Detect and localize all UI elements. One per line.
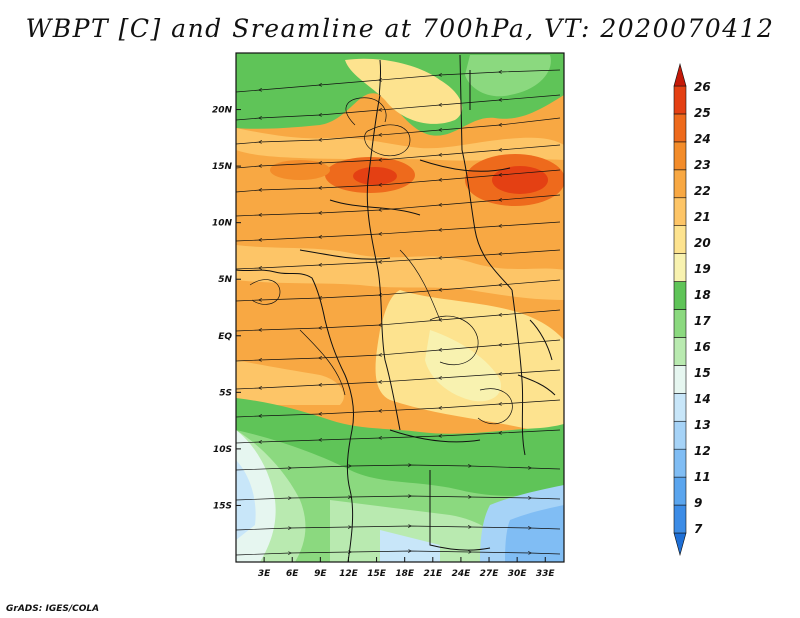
colorbar-label: 24 <box>694 132 711 146</box>
streamline <box>236 369 561 389</box>
streamline <box>236 465 561 471</box>
colorbar-swatch <box>673 532 687 557</box>
colorbar-swatch <box>673 476 687 506</box>
colorbar-label: 22 <box>694 184 711 198</box>
streamline <box>236 194 561 216</box>
streamline-vortex <box>477 388 513 425</box>
lon-tick-label: 6E <box>286 569 299 579</box>
colorbar-label: 14 <box>694 392 711 406</box>
streamline-vortex <box>429 315 479 366</box>
colorbar-swatch <box>673 393 687 422</box>
border-east-africa <box>511 289 526 456</box>
colorbar-swatch <box>673 281 687 310</box>
lon-tick-label: 21E <box>423 569 443 579</box>
streamline <box>236 429 561 443</box>
colorbar-label: 20 <box>694 236 711 250</box>
plot-frame <box>235 52 565 563</box>
lat-tick-label: 5S <box>219 388 232 398</box>
streamline-vortex <box>345 97 387 126</box>
streamline-vortex <box>364 124 411 157</box>
lat-tick-label: 15N <box>212 162 233 172</box>
lat-tick-label: 20N <box>212 106 233 116</box>
lat-axis: 20N 15N 10N 5N EQ 5S 10S 15S <box>212 106 241 511</box>
colorbar-swatch <box>673 62 687 87</box>
colorbar-label: 25 <box>694 106 711 120</box>
streamline-vortex <box>249 279 281 305</box>
colorbar-label: 7 <box>694 522 703 536</box>
lat-tick-label: 10S <box>213 445 232 455</box>
colorbar-swatch <box>673 337 687 366</box>
colorbar-swatch <box>673 504 687 534</box>
colorbar-label: 19 <box>694 262 711 276</box>
streamline <box>236 551 561 556</box>
lon-tick-label: 33E <box>536 569 556 579</box>
colorbar-label: 12 <box>694 444 711 458</box>
lon-tick-label: 30E <box>508 569 528 579</box>
colorbar-label: 23 <box>694 158 711 172</box>
lon-axis: 3E 6E 9E 12E 15E 18E 21E 24E 27E 30E 33E <box>258 557 556 579</box>
lon-tick-label: 3E <box>258 569 271 579</box>
colorbar-label: 15 <box>694 366 711 380</box>
colorbar-label: 21 <box>694 210 711 224</box>
streamline <box>236 496 561 501</box>
streamline <box>236 69 561 93</box>
colorbar: 7 9 11 12 13 14 15 16 17 18 19 20 21 22 23 24 25 26 <box>673 62 711 557</box>
credit-text: GrADS: IGES/COLA <box>6 604 100 614</box>
colorbar-label: 11 <box>694 470 711 484</box>
lon-tick-label: 18E <box>395 569 415 579</box>
colorbar-label: 16 <box>694 340 711 354</box>
streamline <box>236 526 561 531</box>
colorbar-label: 9 <box>694 496 702 510</box>
chart-title: WBPT [C] and Sreamline at 700hPa, VT: 20… <box>25 14 775 43</box>
lat-tick-label: EQ <box>218 332 232 342</box>
colorbar-label: 26 <box>694 80 711 94</box>
lat-tick-label: 15S <box>213 501 232 511</box>
streamline <box>236 279 561 301</box>
streamline <box>236 117 561 145</box>
colorbar-swatch <box>673 141 687 171</box>
colorbar-swatch <box>673 169 687 199</box>
colorbar-swatch <box>673 309 687 338</box>
colorbar-swatch <box>673 420 687 450</box>
lon-tick-label: 15E <box>367 569 387 579</box>
wbpt-field <box>236 53 564 562</box>
colorbar-swatch <box>673 85 687 115</box>
streamline <box>236 249 561 269</box>
colorbar-swatch <box>673 253 687 282</box>
colorbar-swatch <box>673 365 687 394</box>
streamline <box>236 169 561 193</box>
lon-tick-label: 27E <box>480 569 500 579</box>
streamline <box>236 399 561 417</box>
lat-tick-label: 10N <box>212 219 233 229</box>
colorbar-label: 18 <box>694 288 711 302</box>
streamline <box>236 221 561 241</box>
lon-tick-label: 24E <box>452 569 472 579</box>
lon-tick-label: 9E <box>314 569 327 579</box>
colorbar-label: 13 <box>694 418 711 432</box>
streamline <box>236 339 561 361</box>
lat-tick-label: 5N <box>218 275 232 285</box>
streamline <box>236 309 561 331</box>
streamline <box>236 144 561 169</box>
streamline <box>236 94 561 121</box>
colorbar-swatch <box>673 197 687 226</box>
colorbar-label: 17 <box>694 314 711 328</box>
colorbar-swatch <box>673 448 687 478</box>
streamlines <box>236 69 561 556</box>
colorbar-swatch <box>673 113 687 143</box>
lon-tick-label: 12E <box>339 569 359 579</box>
colorbar-swatch <box>673 225 687 254</box>
